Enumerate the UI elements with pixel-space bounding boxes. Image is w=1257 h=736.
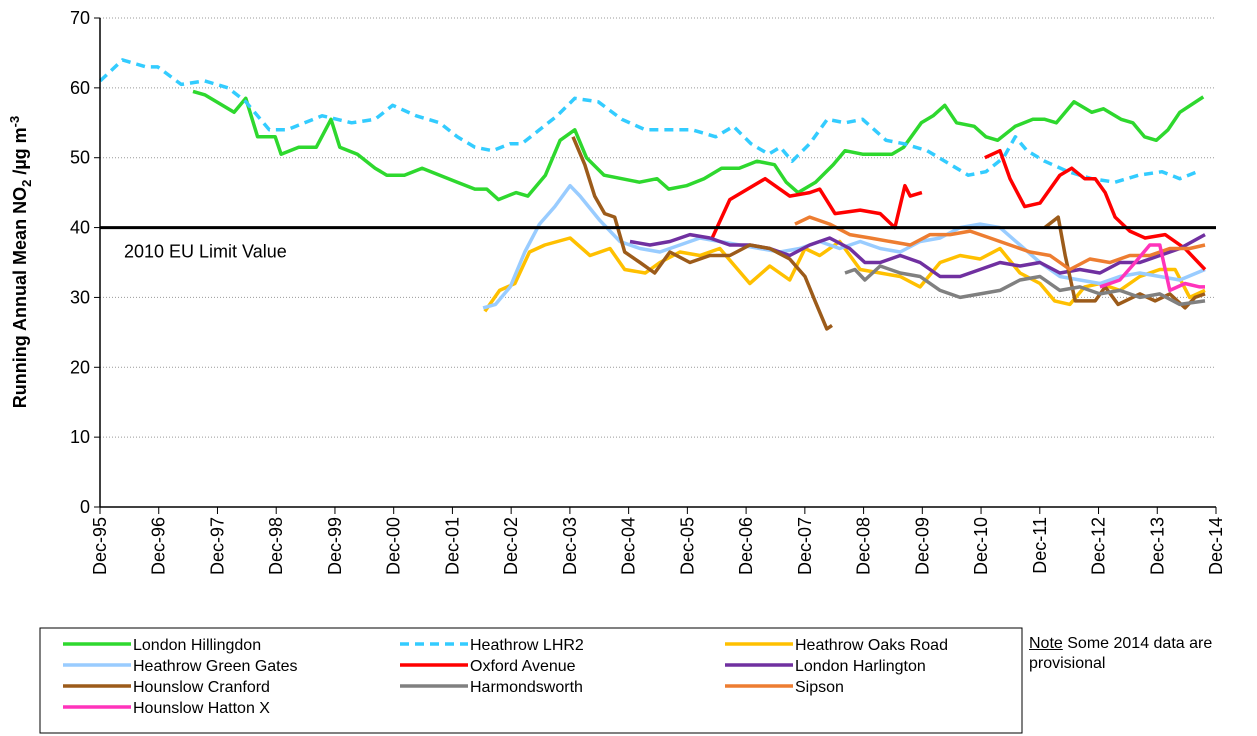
x-tick-label: Dec-05 bbox=[677, 517, 697, 575]
y-tick-label: 0 bbox=[80, 497, 90, 517]
x-tick-label: Dec-95 bbox=[90, 517, 110, 575]
x-tick-label: Dec-09 bbox=[912, 517, 932, 575]
x-tick-label: Dec-01 bbox=[442, 517, 462, 575]
legend-label: London Hillingdon bbox=[133, 637, 261, 654]
series-line bbox=[1099, 243, 1205, 293]
series-line bbox=[844, 264, 1206, 307]
x-tick-label: Dec-00 bbox=[384, 517, 404, 575]
y-label-unit: /µg m bbox=[10, 127, 30, 179]
x-tick-label: Dec-14 bbox=[1206, 517, 1226, 575]
y-axis-label: Running Annual Mean NO2 /µg m-3 bbox=[7, 116, 34, 409]
series-line bbox=[483, 236, 1206, 313]
y-tick-label: 10 bbox=[70, 427, 90, 447]
legend-label: Hounslow Cranford bbox=[133, 679, 270, 696]
legend-label: Heathrow Green Gates bbox=[133, 658, 298, 675]
x-tick-label: Dec-06 bbox=[736, 517, 756, 575]
note-title: Note bbox=[1029, 635, 1063, 652]
x-tick-label: Dec-13 bbox=[1147, 517, 1167, 575]
legend-label: Heathrow Oaks Road bbox=[795, 637, 948, 654]
y-tick-label: 70 bbox=[70, 8, 90, 28]
series-line bbox=[710, 148, 1207, 271]
series-line bbox=[571, 136, 1206, 331]
y-label-sub: 2 bbox=[19, 180, 34, 187]
plot-lines bbox=[99, 58, 1207, 331]
x-tick-label: Dec-03 bbox=[560, 517, 580, 575]
limit-label: 2010 EU Limit Value bbox=[124, 242, 287, 262]
x-tick-label: Dec-96 bbox=[149, 517, 169, 575]
x-tick-label: Dec-08 bbox=[854, 517, 874, 575]
legend-label: Harmondsworth bbox=[470, 679, 583, 696]
x-tick-label: Dec-99 bbox=[325, 517, 345, 575]
x-tick-label: Dec-97 bbox=[207, 517, 227, 575]
legend-label: London Harlington bbox=[795, 658, 926, 675]
x-tick-label: Dec-04 bbox=[619, 517, 639, 575]
x-tick-label: Dec-98 bbox=[266, 517, 286, 575]
legend-label: Oxford Avenue bbox=[470, 658, 576, 675]
legend-box bbox=[39, 627, 1023, 734]
x-tick-label: Dec-11 bbox=[1030, 517, 1050, 574]
y-tick-label: 50 bbox=[70, 148, 90, 168]
y-tick-label: 60 bbox=[70, 78, 90, 98]
y-tick-label: 30 bbox=[70, 287, 90, 307]
x-tick-label: Dec-12 bbox=[1089, 517, 1109, 575]
y-tick-label: 20 bbox=[70, 357, 90, 377]
x-tick-label: Dec-02 bbox=[501, 517, 521, 575]
y-label-sup: -3 bbox=[7, 116, 22, 128]
note: Note Some 2014 data are provisional bbox=[1029, 634, 1251, 674]
series-line bbox=[99, 58, 1199, 184]
legend-label: Heathrow LHR2 bbox=[470, 637, 584, 654]
x-tick-label: Dec-10 bbox=[971, 517, 991, 575]
series-line bbox=[629, 232, 1206, 279]
legend-label: Sipson bbox=[795, 679, 844, 696]
x-tick-label: Dec-07 bbox=[795, 517, 815, 575]
note-text: Some 2014 data are provisional bbox=[1029, 635, 1213, 672]
y-tick-label: 40 bbox=[70, 218, 90, 238]
y-label-text: Running Annual Mean NO bbox=[10, 187, 30, 408]
legend-label: Hounslow Hatton X bbox=[133, 700, 270, 717]
series-line bbox=[192, 89, 1205, 202]
